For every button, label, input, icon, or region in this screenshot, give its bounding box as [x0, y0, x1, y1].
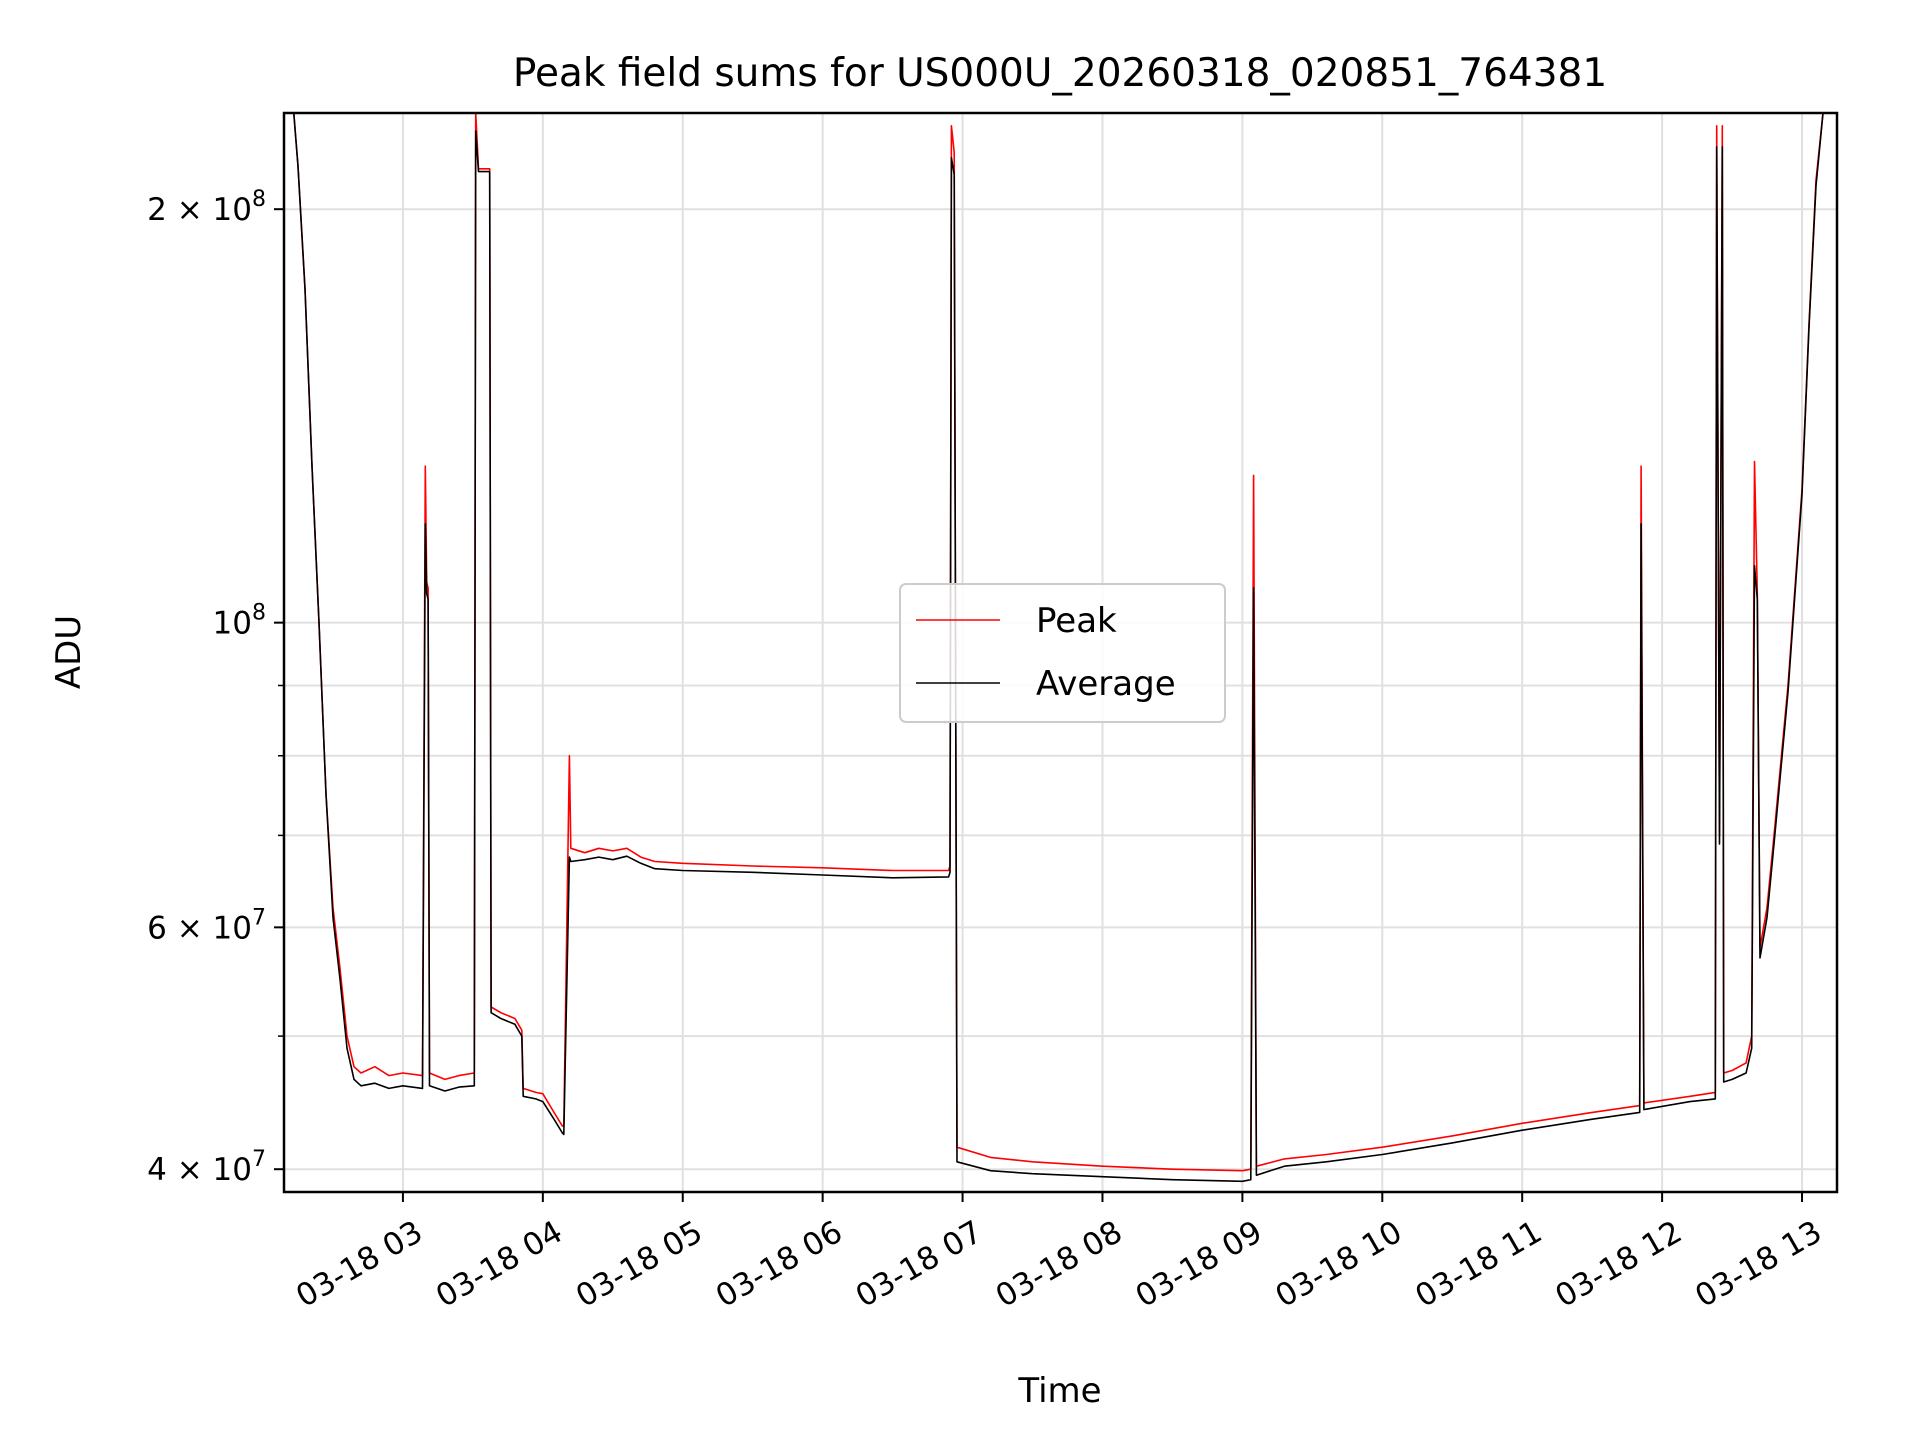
y-axis-ticks: 4 × 107 6 × 107 108 2 × 108 — [147, 187, 284, 1188]
legend-peak-label: Peak — [1036, 601, 1117, 641]
y-axis-label: ADU — [49, 615, 89, 689]
y-tick-label: 2 × 108 — [147, 187, 266, 228]
legend: Peak Average — [899, 583, 1226, 723]
series-line-average — [293, 112, 1824, 1183]
x-axis-label: Time — [1017, 1371, 1101, 1411]
legend-box — [899, 583, 1226, 723]
chart-title: Peak field sums for US000U_20260318_0208… — [513, 51, 1607, 96]
legend-average-label: Average — [1036, 664, 1176, 704]
y-tick-label: 6 × 107 — [147, 905, 266, 946]
y-tick-label: 108 — [213, 601, 266, 642]
series-lines — [293, 112, 1824, 1183]
y-tick-label: 4 × 107 — [147, 1147, 266, 1188]
plot-frame — [282, 111, 1839, 1194]
